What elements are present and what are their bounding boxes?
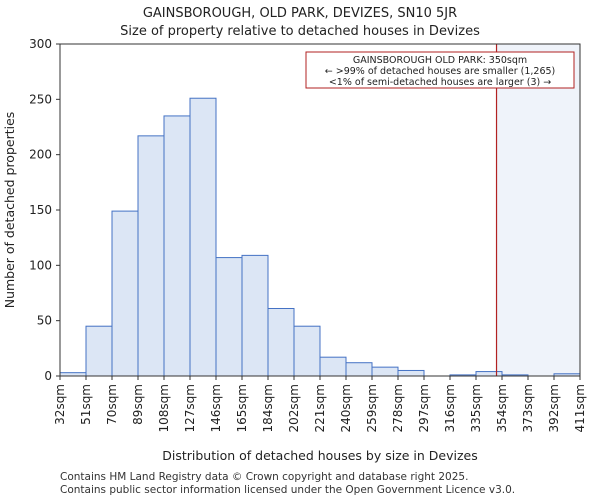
bar [475, 371, 503, 377]
x-axis-label: Distribution of detached houses by size … [162, 448, 478, 463]
bar [397, 369, 425, 377]
x-tick-label: 32sqm [53, 384, 67, 425]
x-tick-label: 89sqm [131, 384, 145, 425]
y-tick-label: 250 [29, 92, 52, 106]
footer-licence: Contains public sector information licen… [60, 484, 516, 496]
bar [85, 325, 113, 377]
x-tick-label: 411sqm [573, 384, 587, 432]
bar [371, 366, 399, 377]
x-tick-label: 278sqm [391, 384, 405, 432]
bar [267, 307, 295, 377]
x-tick-label: 184sqm [261, 384, 275, 432]
x-tick-label: 297sqm [417, 384, 431, 432]
bar [215, 257, 243, 377]
bar [241, 254, 269, 377]
bar [137, 135, 165, 377]
x-tick-label: 221sqm [313, 384, 327, 432]
y-tick-label: 300 [29, 37, 52, 51]
y-tick-label: 200 [29, 148, 52, 162]
y-tick-label: 150 [29, 203, 52, 217]
x-tick-label: 354sqm [495, 384, 509, 432]
x-tick-label: 373sqm [521, 384, 535, 432]
x-tick-label: 108sqm [157, 384, 171, 432]
bar [293, 325, 321, 377]
annotation-box [305, 51, 575, 89]
x-tick-label: 70sqm [105, 384, 119, 425]
annotation-line: <1% of semi-detached houses are larger (… [329, 77, 551, 88]
x-tick-label: 316sqm [443, 384, 457, 432]
x-tick-label: 392sqm [547, 384, 561, 432]
footer-copyright: Contains HM Land Registry data © Crown c… [60, 471, 469, 483]
x-tick-label: 259sqm [365, 384, 379, 432]
y-tick-label: 50 [37, 314, 52, 328]
chart-subtitle: Size of property relative to detached ho… [120, 24, 480, 39]
x-tick-label: 127sqm [183, 384, 197, 432]
y-tick-label: 100 [29, 258, 52, 272]
x-tick-label: 51sqm [79, 384, 93, 425]
x-tick-label: 165sqm [235, 384, 249, 432]
annotation-line: GAINSBOROUGH OLD PARK: 350sqm [353, 55, 527, 66]
annotation-line: ← >99% of detached houses are smaller (1… [325, 66, 556, 77]
y-tick-label: 0 [44, 369, 52, 383]
bar [345, 362, 373, 377]
x-tick-label: 202sqm [287, 384, 301, 432]
bar [111, 210, 139, 377]
y-axis-label: Number of detached properties [2, 112, 17, 309]
x-tick-label: 146sqm [209, 384, 223, 432]
x-tick-label: 335sqm [469, 384, 483, 432]
bar [319, 356, 347, 377]
bar [189, 97, 217, 377]
chart-title: GAINSBOROUGH, OLD PARK, DEVIZES, SN10 5J… [142, 6, 458, 21]
highlight-region [496, 44, 580, 376]
x-tick-label: 240sqm [339, 384, 353, 432]
bar [163, 115, 191, 377]
